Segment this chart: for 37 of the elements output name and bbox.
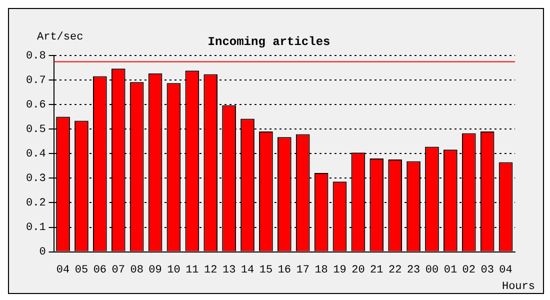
x-tick-label: 12 bbox=[204, 264, 218, 276]
x-tick-label: 21 bbox=[370, 264, 384, 276]
x-tick-label: 02 bbox=[462, 264, 476, 276]
y-tick-label: 0.6 bbox=[26, 99, 46, 112]
x-tick-label: 19 bbox=[333, 264, 346, 276]
x-tick-label: 04 bbox=[56, 264, 70, 276]
x-tick-label: 04 bbox=[499, 264, 513, 276]
x-tick-label: 16 bbox=[278, 264, 292, 276]
y-tick-label: 0.5 bbox=[26, 124, 46, 136]
x-tick-label: 14 bbox=[240, 264, 255, 276]
y-tick-label: 0 bbox=[39, 246, 46, 259]
chart-title: Incoming articles bbox=[208, 35, 330, 50]
x-tick-label: 13 bbox=[222, 264, 236, 276]
y-tick-label: 0.4 bbox=[26, 148, 46, 161]
y-tick-label: 0.7 bbox=[26, 74, 46, 87]
y-tick-label: 0.1 bbox=[26, 222, 46, 234]
x-tick-label: 22 bbox=[388, 264, 402, 276]
x-axis-title: Hours bbox=[502, 281, 535, 293]
y-axis-title: Art/sec bbox=[37, 31, 84, 44]
x-tick-label: 08 bbox=[130, 264, 144, 276]
x-tick-label: 15 bbox=[259, 264, 273, 276]
x-tick-label: 00 bbox=[425, 264, 439, 276]
x-tick-label: 20 bbox=[352, 264, 365, 276]
x-tick-label: 06 bbox=[93, 264, 107, 276]
y-tick-label: 0.8 bbox=[26, 50, 46, 62]
y-tick-label: 0.3 bbox=[26, 173, 46, 186]
x-tick-label: 01 bbox=[444, 264, 458, 276]
x-tick-label: 11 bbox=[186, 264, 200, 276]
x-tick-label: 03 bbox=[480, 264, 494, 276]
x-tick-label: 23 bbox=[406, 264, 420, 276]
x-tick-label: 17 bbox=[296, 264, 310, 276]
x-tick-label: 07 bbox=[112, 264, 125, 276]
x-tick-label: 09 bbox=[148, 264, 162, 276]
x-tick-label: 05 bbox=[74, 264, 88, 276]
x-tick-label: 10 bbox=[167, 264, 180, 276]
y-tick-label: 0.2 bbox=[26, 198, 46, 210]
x-tick-label: 18 bbox=[314, 264, 328, 276]
